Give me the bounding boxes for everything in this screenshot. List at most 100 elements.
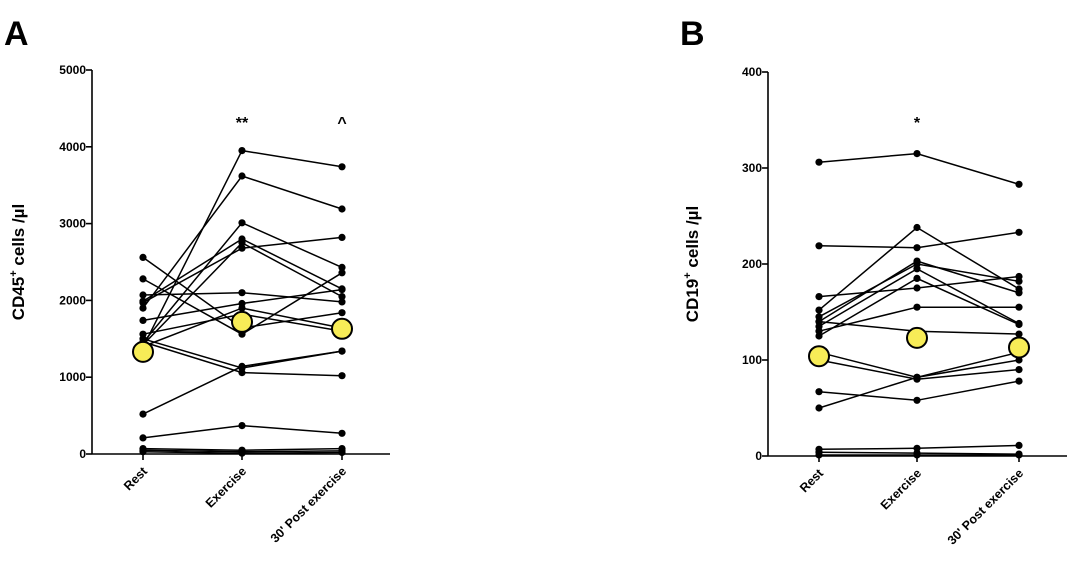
series-subject-14 — [139, 338, 346, 380]
series-subject-10 — [815, 274, 1023, 340]
data-point — [338, 293, 346, 301]
data-point — [139, 275, 147, 283]
data-point — [913, 244, 921, 252]
y-tick-label: 5000 — [59, 63, 86, 77]
y-tick-label: 400 — [742, 65, 762, 79]
data-point — [238, 147, 246, 155]
data-point — [139, 253, 147, 261]
panel-a-axes: 0 1000 2000 3000 4000 5000 Rest Exercise 30' Pos… — [8, 63, 390, 546]
x-category-label: Exercise — [203, 464, 249, 510]
y-tick-label: 3000 — [59, 217, 86, 231]
series-subject-17 — [815, 451, 1023, 459]
data-point — [338, 233, 346, 241]
data-point — [1015, 303, 1023, 311]
series-subject-15 — [139, 347, 346, 418]
mean-marker — [132, 340, 154, 363]
x-category-label: 30' Post exercise — [945, 466, 1026, 547]
data-point — [815, 451, 823, 459]
mean-marker — [231, 310, 253, 333]
data-point — [139, 410, 147, 418]
series-line — [818, 351, 1020, 379]
mean-marker — [906, 326, 928, 349]
significance-marker: ** — [236, 115, 249, 132]
data-point — [238, 172, 246, 180]
y-tick-label: 0 — [79, 447, 86, 461]
data-point — [238, 369, 246, 377]
mean-marker — [331, 317, 353, 340]
data-point — [338, 429, 346, 437]
y-axis-title-suffix: cells /µl — [9, 204, 28, 271]
panel-b: B 0 100 200 300 400 Rest Exercise 30' Post exer… — [680, 15, 1067, 548]
data-point — [1015, 320, 1023, 329]
data-point — [1015, 180, 1023, 188]
data-point — [815, 242, 823, 250]
data-point — [913, 223, 921, 232]
panel-b-series — [815, 150, 1023, 459]
panel-b-axes: 0 100 200 300 400 Rest Exercise 30' Post exerci… — [682, 65, 1067, 548]
data-point — [913, 373, 921, 381]
y-tick-label: 200 — [742, 257, 762, 271]
data-point — [913, 396, 921, 404]
y-axis-title: CD45+ cells /µl — [8, 204, 28, 320]
data-point — [913, 274, 921, 282]
y-axis-title-main: CD19 — [683, 279, 702, 322]
data-point — [815, 158, 823, 166]
data-point — [338, 309, 346, 317]
data-point — [815, 332, 823, 340]
series-subject-19 — [139, 448, 346, 457]
panel-a-series — [139, 147, 346, 457]
data-point — [238, 289, 246, 297]
data-point — [913, 284, 921, 292]
y-axis-title-sup: + — [8, 270, 20, 276]
y-tick-label: 4000 — [59, 140, 86, 154]
y-tick-label: 100 — [742, 353, 762, 367]
data-point — [338, 163, 346, 171]
data-point — [1015, 277, 1023, 285]
x-category-label: Exercise — [878, 466, 924, 512]
series-subject-6 — [139, 233, 346, 307]
y-axis-title-suffix: cells /µl — [683, 206, 702, 273]
series-subject-2 — [815, 228, 1023, 252]
data-point — [139, 316, 147, 324]
data-point — [338, 347, 346, 355]
data-point — [238, 239, 246, 247]
data-point — [1015, 451, 1023, 459]
x-category-label: Rest — [121, 464, 151, 494]
data-point — [139, 299, 147, 307]
y-tick-label: 1000 — [59, 370, 86, 384]
y-axis-title-sup: + — [682, 272, 694, 278]
y-tick-label: 300 — [742, 161, 762, 175]
series-subject-16 — [139, 422, 346, 442]
data-point — [815, 318, 823, 326]
data-point — [338, 448, 346, 457]
series-line — [818, 152, 1020, 186]
data-point — [913, 257, 921, 265]
data-point — [238, 244, 246, 252]
series-subject-13 — [815, 377, 1023, 404]
data-point — [238, 362, 246, 370]
series-subject-2 — [139, 172, 346, 312]
data-point — [815, 306, 823, 314]
data-point — [913, 150, 921, 158]
data-point — [1015, 228, 1023, 236]
data-point — [913, 303, 921, 311]
series-subject-1 — [815, 150, 1023, 188]
data-point — [238, 304, 246, 312]
data-point — [1015, 289, 1023, 297]
data-point — [338, 269, 346, 277]
data-point — [1015, 377, 1023, 385]
mean-marker — [808, 345, 830, 368]
data-point — [338, 286, 346, 294]
y-axis-title: CD19+ cells /µl — [682, 206, 702, 322]
data-point — [338, 205, 346, 213]
data-point — [238, 422, 246, 430]
x-category-label: Rest — [797, 466, 827, 496]
y-tick-label: 2000 — [59, 293, 86, 307]
panel-a: A 0 1000 2000 3000 4000 5000 Rest Exercise 30' P… — [4, 15, 390, 546]
panel-a-means — [132, 310, 353, 363]
data-point — [338, 372, 346, 380]
panel-b-means — [808, 326, 1030, 368]
data-point — [815, 388, 823, 396]
panel-a-letter: A — [4, 15, 29, 53]
